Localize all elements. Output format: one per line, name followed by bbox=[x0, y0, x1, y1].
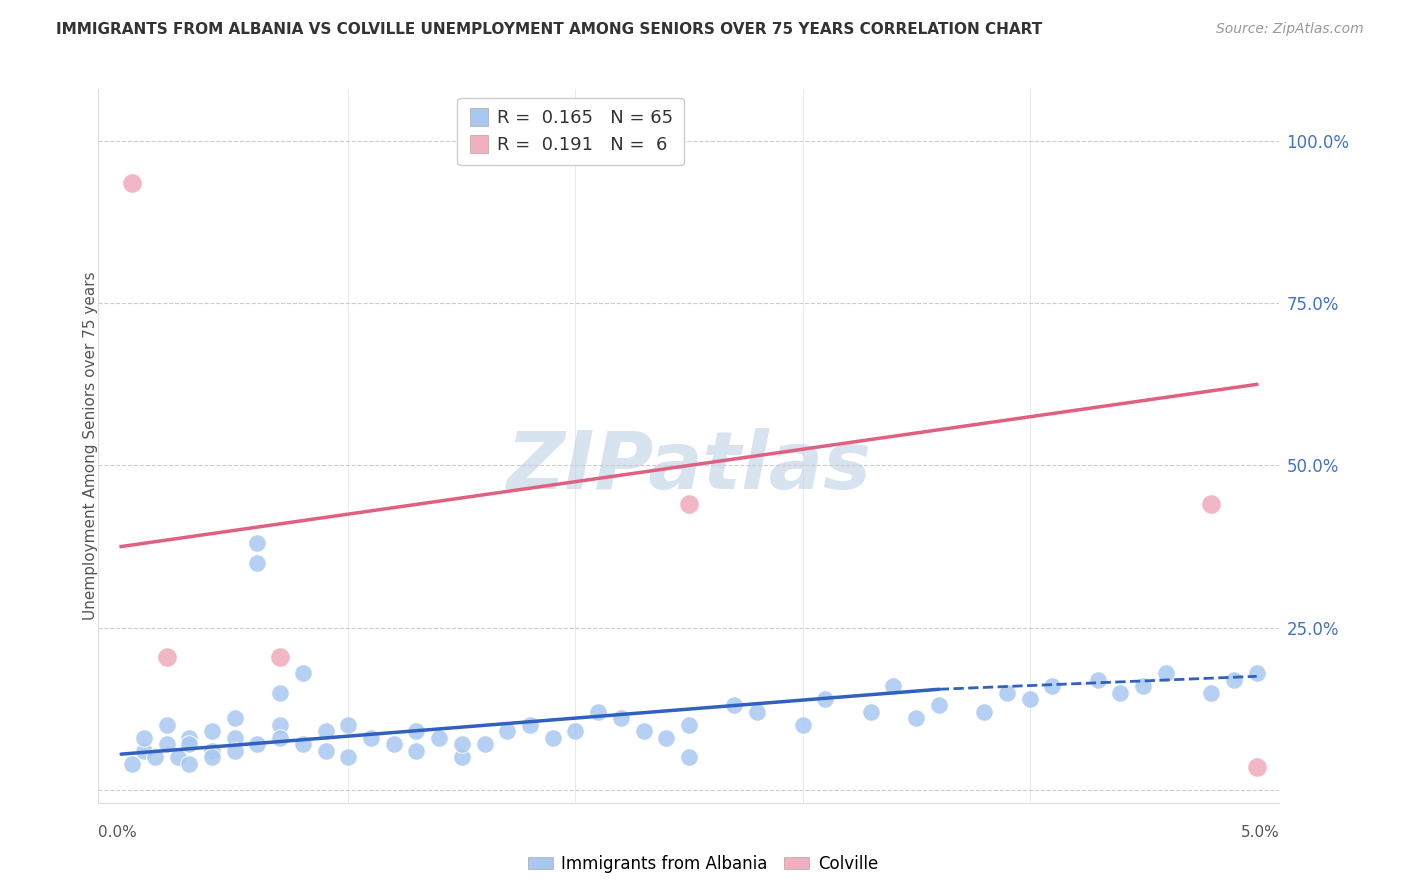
Point bbox=[337, 750, 360, 764]
Point bbox=[224, 744, 246, 758]
Point bbox=[1246, 760, 1268, 774]
Point bbox=[121, 756, 143, 771]
Point bbox=[179, 756, 201, 771]
Point bbox=[859, 705, 882, 719]
Point bbox=[337, 718, 360, 732]
Point bbox=[246, 738, 269, 752]
Point bbox=[610, 711, 633, 725]
Point bbox=[315, 724, 337, 739]
Point bbox=[427, 731, 450, 745]
Point bbox=[723, 698, 745, 713]
Point bbox=[405, 744, 427, 758]
Point bbox=[1040, 679, 1063, 693]
Point bbox=[995, 685, 1018, 699]
Point bbox=[201, 724, 224, 739]
Point bbox=[1132, 679, 1154, 693]
Point bbox=[167, 750, 190, 764]
Point bbox=[291, 666, 314, 681]
Text: IMMIGRANTS FROM ALBANIA VS COLVILLE UNEMPLOYMENT AMONG SENIORS OVER 75 YEARS COR: IMMIGRANTS FROM ALBANIA VS COLVILLE UNEM… bbox=[56, 22, 1042, 37]
Point bbox=[224, 731, 246, 745]
Point bbox=[382, 738, 405, 752]
Point bbox=[655, 731, 678, 745]
Point bbox=[519, 718, 541, 732]
Point bbox=[121, 176, 143, 190]
Point bbox=[179, 731, 201, 745]
Point bbox=[291, 738, 314, 752]
Point bbox=[450, 750, 472, 764]
Point bbox=[246, 556, 269, 570]
Point bbox=[1246, 666, 1268, 681]
Point bbox=[132, 731, 155, 745]
Y-axis label: Unemployment Among Seniors over 75 years: Unemployment Among Seniors over 75 years bbox=[83, 272, 97, 620]
Point bbox=[633, 724, 655, 739]
Text: Source: ZipAtlas.com: Source: ZipAtlas.com bbox=[1216, 22, 1364, 37]
Point bbox=[269, 649, 291, 664]
Point bbox=[155, 718, 177, 732]
Point bbox=[882, 679, 904, 693]
Legend: R =  0.165   N = 65, R =  0.191   N =  6: R = 0.165 N = 65, R = 0.191 N = 6 bbox=[457, 98, 685, 165]
Point bbox=[1087, 673, 1109, 687]
Point bbox=[269, 731, 291, 745]
Text: 0.0%: 0.0% bbox=[98, 825, 138, 840]
Point bbox=[564, 724, 586, 739]
Point bbox=[269, 685, 291, 699]
Point bbox=[269, 718, 291, 732]
Point bbox=[905, 711, 928, 725]
Point bbox=[450, 738, 472, 752]
Point bbox=[201, 744, 224, 758]
Legend: Immigrants from Albania, Colville: Immigrants from Albania, Colville bbox=[522, 848, 884, 880]
Point bbox=[928, 698, 950, 713]
Point bbox=[1201, 685, 1223, 699]
Point bbox=[745, 705, 768, 719]
Point bbox=[315, 744, 337, 758]
Point bbox=[496, 724, 519, 739]
Point bbox=[155, 649, 177, 664]
Point bbox=[246, 536, 269, 550]
Point bbox=[973, 705, 995, 719]
Point bbox=[405, 724, 427, 739]
Point bbox=[1201, 497, 1223, 511]
Point bbox=[586, 705, 609, 719]
Point bbox=[360, 731, 382, 745]
Point bbox=[201, 750, 224, 764]
Text: 5.0%: 5.0% bbox=[1240, 825, 1279, 840]
Point bbox=[1018, 692, 1040, 706]
Point bbox=[678, 750, 700, 764]
Point bbox=[132, 744, 155, 758]
Point bbox=[1154, 666, 1177, 681]
Point bbox=[474, 738, 496, 752]
Point bbox=[678, 497, 700, 511]
Point bbox=[792, 718, 814, 732]
Point bbox=[678, 718, 700, 732]
Point bbox=[1223, 673, 1246, 687]
Text: ZIPatlas: ZIPatlas bbox=[506, 428, 872, 507]
Point bbox=[179, 738, 201, 752]
Point bbox=[814, 692, 837, 706]
Point bbox=[541, 731, 564, 745]
Point bbox=[143, 750, 166, 764]
Point bbox=[155, 738, 177, 752]
Point bbox=[224, 711, 246, 725]
Point bbox=[1109, 685, 1132, 699]
